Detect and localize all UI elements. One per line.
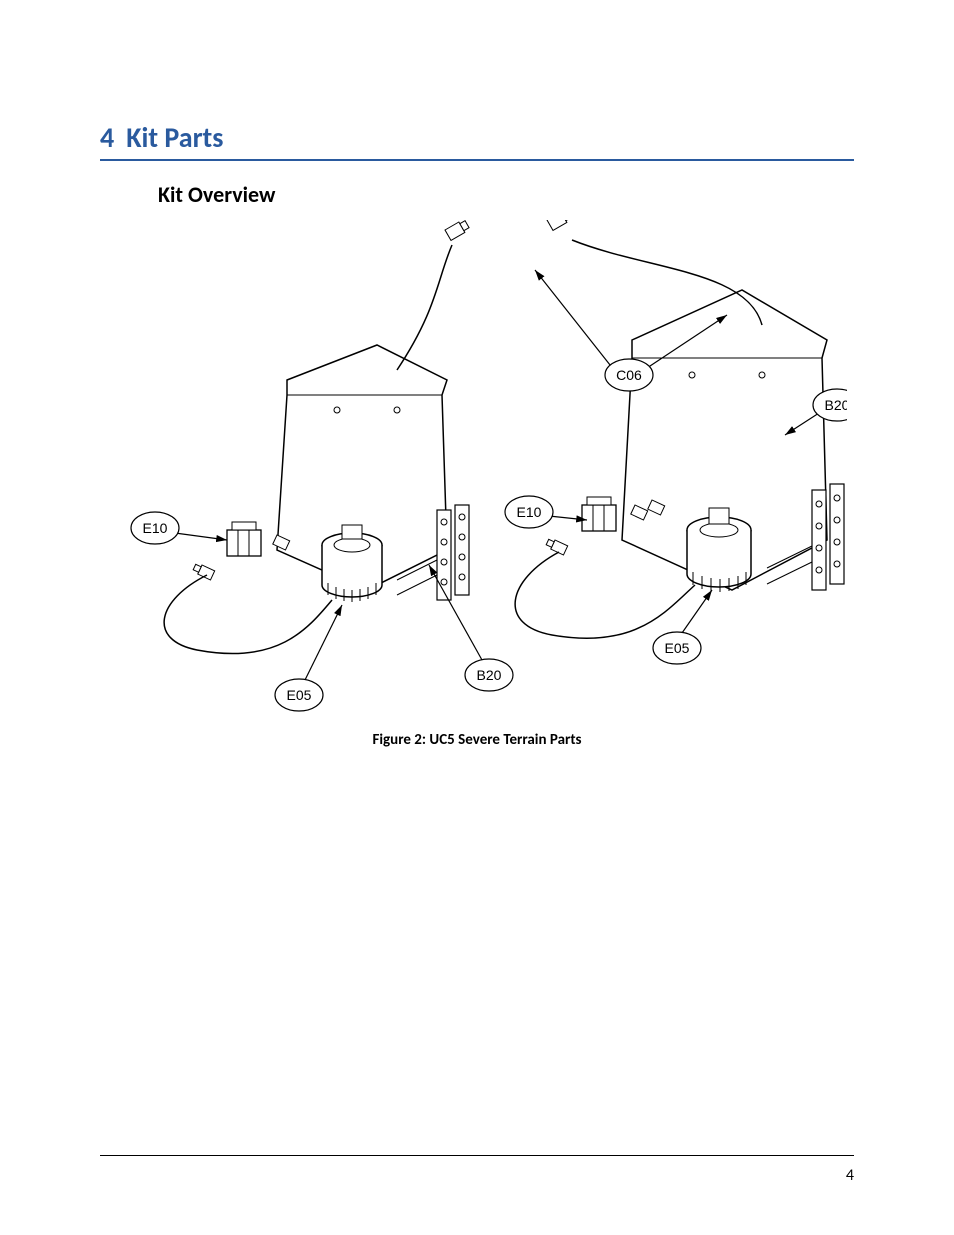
label-e05-right: E05 [653,590,712,664]
section-title: Kit Parts [126,120,223,155]
section-heading: 4 Kit Parts [100,120,854,161]
page-footer: 4 [100,1155,854,1185]
section-number: 4 [100,120,114,155]
page-number: 4 [846,1166,854,1185]
figure-container: C06 B20 E10 E10 E05 [100,220,854,749]
svg-text:E05: E05 [665,640,690,656]
parts-diagram: C06 B20 E10 E10 E05 [107,220,847,720]
label-e10-left: E10 [131,512,227,544]
label-e10-mid: E10 [505,496,587,528]
svg-text:C06: C06 [616,367,642,383]
svg-text:E05: E05 [287,687,312,703]
subsection-heading: Kit Overview [158,181,854,208]
svg-text:E10: E10 [517,504,542,520]
label-e05-left: E05 [275,605,342,711]
svg-text:B20: B20 [477,667,502,683]
figure-caption: Figure 2: UC5 Severe Terrain Parts [100,731,854,749]
left-assembly [164,220,470,654]
svg-text:E10: E10 [143,520,168,536]
svg-text:B20: B20 [825,397,847,413]
